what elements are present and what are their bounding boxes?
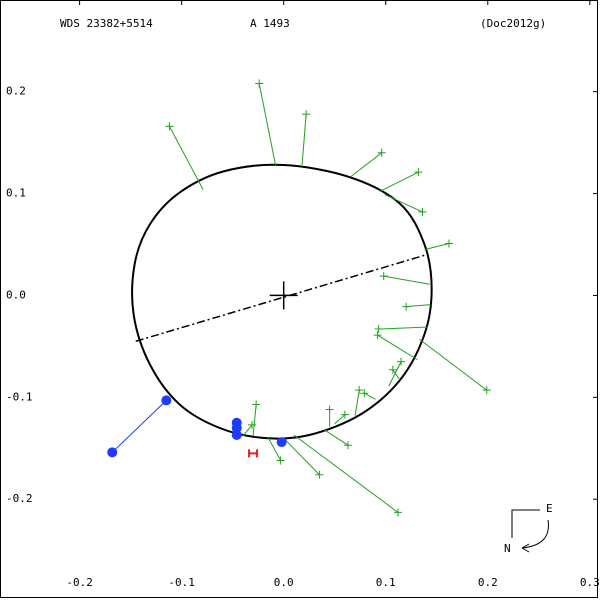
observation <box>276 456 285 465</box>
residual-line <box>379 171 419 192</box>
residual-line <box>424 242 450 251</box>
line-of-nodes <box>135 253 427 342</box>
residual-line <box>324 429 349 446</box>
residual-line <box>383 275 430 285</box>
x-tick-label: 0.1 <box>376 576 396 589</box>
observation <box>255 79 264 88</box>
observation <box>388 365 397 374</box>
observation <box>379 272 388 281</box>
observation <box>402 302 411 311</box>
residual-line <box>334 414 346 425</box>
residual-line <box>258 83 277 166</box>
y-tick-label: 0.0 <box>6 288 26 301</box>
residual-line <box>111 400 167 453</box>
compass-east: E <box>546 502 553 515</box>
residual-line <box>419 338 488 391</box>
observation <box>252 400 261 409</box>
compass-axes <box>511 509 540 538</box>
observation <box>340 410 349 419</box>
residual-line <box>293 434 399 513</box>
reference: (Doc2012g) <box>480 17 546 30</box>
orbit <box>131 163 433 440</box>
residual-line <box>388 361 402 387</box>
observation <box>397 357 406 366</box>
observation <box>248 449 259 458</box>
residual-line <box>384 194 423 213</box>
compass: E N <box>504 502 553 555</box>
observation <box>374 325 383 334</box>
observation <box>107 447 118 458</box>
residual-line <box>168 126 204 190</box>
residual-line <box>377 334 418 361</box>
residual-line <box>301 114 307 166</box>
compass-arrow <box>521 519 549 549</box>
observation <box>482 386 491 395</box>
observation <box>373 331 382 340</box>
observation <box>393 508 402 517</box>
residual-line <box>283 437 320 476</box>
y-tick-label: -0.2 <box>6 492 33 505</box>
observation <box>377 148 386 157</box>
residual-line <box>252 404 257 437</box>
observation <box>360 389 369 398</box>
observation <box>325 405 334 414</box>
x-tick-label: -0.1 <box>168 576 195 589</box>
residual-line <box>267 437 282 461</box>
residual-line <box>364 392 376 400</box>
x-tick-label: 0.3 <box>580 576 600 589</box>
observation <box>418 207 427 216</box>
x-tick-label: -0.2 <box>66 576 93 589</box>
observation <box>231 430 242 441</box>
observation <box>165 122 174 131</box>
chart-subtitle: A 1493 <box>250 17 290 30</box>
residual-line <box>242 424 253 437</box>
y-tick-label: 0.1 <box>6 187 26 200</box>
observation <box>355 386 364 395</box>
observation <box>302 110 311 119</box>
y-tick-label: 0.2 <box>6 85 26 98</box>
x-tick-label: 0.0 <box>274 576 294 589</box>
observation <box>343 441 352 450</box>
observation <box>276 437 287 448</box>
residual-line <box>354 390 360 416</box>
observation <box>161 395 172 406</box>
chart-title: WDS 23382+5514 <box>60 17 153 30</box>
observation <box>231 422 242 433</box>
residual-line <box>378 326 428 330</box>
observation <box>445 239 454 248</box>
observation <box>414 168 423 177</box>
observation <box>315 470 324 479</box>
residual-line <box>392 369 401 381</box>
primary-star <box>269 281 298 310</box>
residual-line <box>406 304 431 308</box>
compass-north: N <box>504 542 511 555</box>
y-tick-label: -0.1 <box>6 390 33 403</box>
compass-arrowhead <box>521 543 530 553</box>
residual-line <box>349 152 382 178</box>
observation <box>248 420 257 429</box>
x-tick-label: 0.2 <box>478 576 498 589</box>
